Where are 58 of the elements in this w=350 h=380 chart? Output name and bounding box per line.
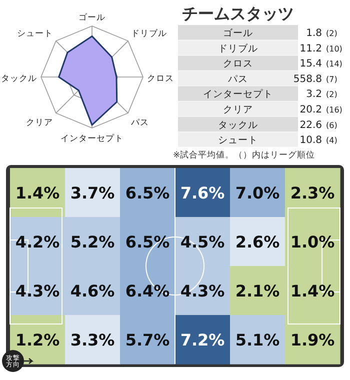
data-label: 5.2% bbox=[70, 232, 115, 252]
spoke-label: クリア bbox=[26, 118, 54, 128]
data-label: 4.2% bbox=[15, 232, 60, 252]
data-label: 1.0% bbox=[290, 232, 335, 252]
category-label: ゴール bbox=[223, 27, 253, 39]
data-label: 1.4% bbox=[290, 282, 335, 300]
spoke-label: ドリブル bbox=[130, 28, 167, 40]
category-label: シュート bbox=[218, 135, 258, 146]
data-label: 22.6 bbox=[300, 120, 322, 131]
data-label: 5.7% bbox=[125, 330, 170, 350]
spoke-label: インターセプト bbox=[60, 133, 124, 144]
text: チームスタッツ bbox=[182, 4, 294, 23]
category-label: パス bbox=[227, 74, 248, 85]
category-label: ドリブル bbox=[218, 42, 258, 54]
spoke-label: シュート bbox=[17, 29, 54, 40]
data-label: (2) bbox=[326, 29, 338, 38]
data-label: 1.4% bbox=[15, 184, 60, 202]
data-label: (14) bbox=[326, 60, 342, 69]
data-label: 7.0% bbox=[235, 184, 280, 202]
category-label: タックル bbox=[218, 120, 258, 131]
data-label: 2.1% bbox=[235, 282, 280, 300]
data-label: (10) bbox=[326, 44, 342, 54]
data-label: 3.7% bbox=[70, 184, 115, 202]
data-label: 3.2 bbox=[306, 89, 322, 100]
data-label: 2.6% bbox=[235, 232, 280, 252]
category-label: クロス bbox=[223, 58, 253, 70]
data-label: 7.6% bbox=[180, 184, 225, 202]
data-label: 4.6% bbox=[70, 282, 115, 300]
data-label: 7.2% bbox=[180, 330, 225, 350]
category-label: インターセプト bbox=[203, 88, 273, 100]
data-label: 4.5% bbox=[180, 232, 225, 252]
category-label: クリア bbox=[223, 104, 253, 116]
spoke-label: タックル bbox=[1, 74, 37, 84]
spoke-label: ゴール bbox=[78, 12, 106, 23]
data-label: (7) bbox=[326, 74, 338, 84]
data-label: 1.9% bbox=[290, 330, 335, 350]
data-label: 6.5% bbox=[125, 184, 170, 202]
data-label: 1.2% bbox=[15, 330, 60, 350]
spoke-label: クロス bbox=[147, 74, 174, 84]
data-label: 11.2 bbox=[300, 43, 322, 54]
data-label: (16) bbox=[326, 106, 342, 114]
text: ※試合平均値。（）内はリーグ順位 bbox=[173, 149, 316, 160]
data-label: 4.3% bbox=[15, 282, 60, 300]
data-label: (4) bbox=[326, 136, 338, 146]
data-label: (6) bbox=[326, 120, 338, 130]
data-label: 15.4 bbox=[300, 58, 322, 70]
data-label: 6.5% bbox=[125, 232, 170, 252]
data-label: 1.8 bbox=[306, 28, 322, 39]
data-label: 5.1% bbox=[235, 330, 280, 350]
spoke-label: パス bbox=[130, 118, 149, 128]
data-label: (2) bbox=[326, 90, 338, 100]
data-label: 2.3% bbox=[290, 184, 335, 202]
data-label: 4.3% bbox=[180, 282, 225, 300]
data-label: 558.8 bbox=[293, 74, 322, 85]
data-label: 10.8 bbox=[300, 135, 322, 146]
data-label: 6.4% bbox=[125, 282, 170, 300]
data-label: 20.2 bbox=[300, 104, 322, 116]
data-label: 3.3% bbox=[70, 330, 115, 350]
